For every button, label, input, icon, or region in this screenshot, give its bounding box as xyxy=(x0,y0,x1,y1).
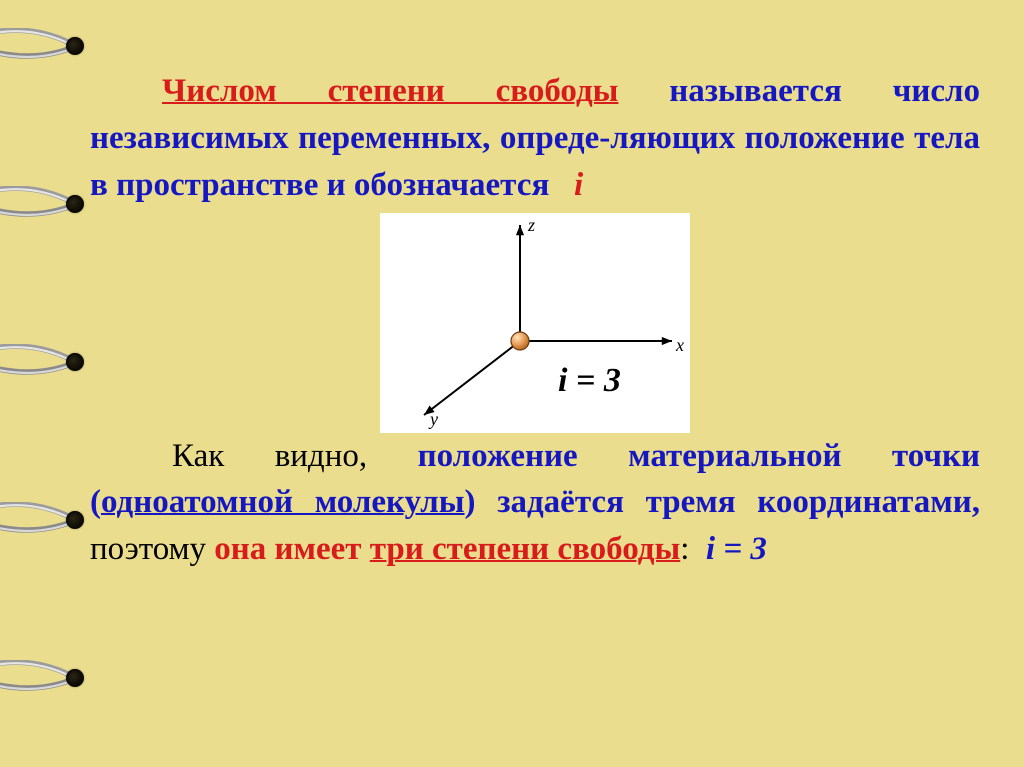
text-final: i = 3 xyxy=(706,531,767,567)
text-lead: Как видно, xyxy=(172,438,418,474)
binding-ring xyxy=(0,344,90,380)
svg-text:z: z xyxy=(527,215,535,235)
binding-ring xyxy=(0,186,90,222)
axes-svg: z x y i = 3 xyxy=(380,213,690,433)
definition-paragraph: Числом степени свободы называется число … xyxy=(90,68,980,209)
binding-ring xyxy=(0,502,90,538)
text-seg4: три степени свободы xyxy=(370,531,681,567)
text-seg2: поэтому xyxy=(90,531,214,567)
text-seg1c: ) задаётся тремя координатами, xyxy=(465,484,980,520)
text-colon: : xyxy=(680,531,697,567)
binding-ring xyxy=(0,660,90,696)
spiral-binding xyxy=(0,0,90,767)
binding-hole xyxy=(66,669,84,687)
definition-symbol: i xyxy=(574,167,583,203)
definition-term: Числом степени свободы xyxy=(162,73,618,109)
binding-hole xyxy=(66,195,84,213)
binding-ring xyxy=(0,28,90,64)
binding-hole xyxy=(66,37,84,55)
slide-content: Числом степени свободы называется число … xyxy=(90,68,1000,573)
binding-hole xyxy=(66,511,84,529)
svg-text:i = 3: i = 3 xyxy=(558,362,621,399)
explanation-paragraph: Как видно, положение материальной точки … xyxy=(90,433,980,574)
coordinate-diagram: z x y i = 3 xyxy=(380,213,690,433)
binding-hole xyxy=(66,353,84,371)
text-seg3: она имеет xyxy=(214,531,370,567)
text-seg1b: одноатомной молекулы xyxy=(101,484,465,520)
svg-text:x: x xyxy=(675,335,684,355)
svg-text:y: y xyxy=(428,409,438,429)
